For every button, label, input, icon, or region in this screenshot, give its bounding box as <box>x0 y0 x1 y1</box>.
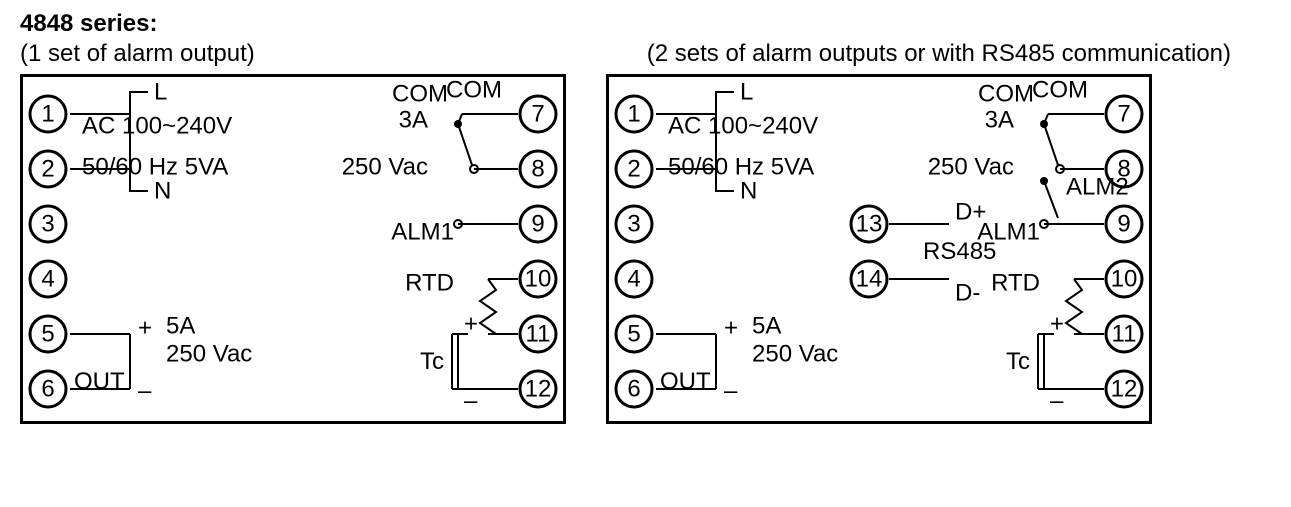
svg-text:2: 2 <box>627 156 640 183</box>
svg-text:250 Vac: 250 Vac <box>166 341 252 368</box>
svg-text:11: 11 <box>1112 321 1137 348</box>
svg-text:3: 3 <box>41 211 54 238</box>
svg-text:N: N <box>154 178 171 205</box>
svg-text:D+: D+ <box>955 199 986 226</box>
svg-text:9: 9 <box>1117 211 1130 238</box>
svg-text:–: – <box>724 378 738 405</box>
svg-text:3A: 3A <box>985 107 1014 134</box>
svg-text:3A: 3A <box>399 107 428 134</box>
svg-text:COM: COM <box>392 81 448 108</box>
svg-text:+: + <box>724 315 738 342</box>
svg-text:13: 13 <box>856 211 883 238</box>
wiring-panel-left: 123456789101112LNAC 100~240V50/60 Hz 5VA… <box>20 74 566 424</box>
svg-text:12: 12 <box>1111 376 1138 403</box>
svg-text:1: 1 <box>627 101 640 128</box>
svg-text:Tc: Tc <box>420 348 444 375</box>
svg-text:250 Vac: 250 Vac <box>342 154 428 181</box>
svg-text:9: 9 <box>531 211 544 238</box>
svg-text:–: – <box>1050 388 1064 415</box>
svg-text:RTD: RTD <box>991 270 1040 297</box>
svg-text:COM: COM <box>1032 77 1088 104</box>
svg-text:8: 8 <box>531 156 544 183</box>
svg-text:–: – <box>138 378 152 405</box>
svg-text:10: 10 <box>525 266 552 293</box>
svg-text:6: 6 <box>627 376 640 403</box>
svg-text:5A: 5A <box>752 313 781 340</box>
svg-text:50/60 Hz 5VA: 50/60 Hz 5VA <box>82 154 228 181</box>
svg-text:OUT: OUT <box>74 368 125 395</box>
svg-text:6: 6 <box>41 376 54 403</box>
svg-text:COM: COM <box>446 77 502 104</box>
svg-text:+: + <box>138 315 152 342</box>
svg-text:11: 11 <box>526 321 551 348</box>
svg-text:AC 100~240V: AC 100~240V <box>668 113 818 140</box>
panel-right: 123456789101112LNAC 100~240V50/60 Hz 5VA… <box>606 74 1152 424</box>
series-title: 4848 series: <box>20 10 1271 38</box>
svg-text:250 Vac: 250 Vac <box>752 341 838 368</box>
right-caption: (2 sets of alarm outputs or with RS485 c… <box>647 40 1231 68</box>
svg-text:3: 3 <box>627 211 640 238</box>
wiring-panel-right: 123456789101112LNAC 100~240V50/60 Hz 5VA… <box>606 74 1152 424</box>
svg-text:D-: D- <box>955 280 980 307</box>
svg-text:OUT: OUT <box>660 368 711 395</box>
svg-text:N: N <box>740 178 757 205</box>
svg-text:ALM2: ALM2 <box>1066 174 1129 201</box>
svg-text:ALM1: ALM1 <box>391 219 454 246</box>
svg-text:50/60 Hz 5VA: 50/60 Hz 5VA <box>668 154 814 181</box>
svg-text:14: 14 <box>856 266 883 293</box>
svg-text:RTD: RTD <box>405 270 454 297</box>
svg-text:RS485: RS485 <box>923 238 996 265</box>
svg-text:1: 1 <box>41 101 54 128</box>
svg-text:7: 7 <box>1117 101 1130 128</box>
left-caption: (1 set of alarm output) <box>20 40 255 68</box>
svg-text:7: 7 <box>531 101 544 128</box>
panel-left: 123456789101112LNAC 100~240V50/60 Hz 5VA… <box>20 74 566 424</box>
svg-text:L: L <box>740 79 753 106</box>
svg-text:250 Vac: 250 Vac <box>928 154 1014 181</box>
svg-text:AC 100~240V: AC 100~240V <box>82 113 232 140</box>
svg-text:12: 12 <box>525 376 552 403</box>
svg-text:4: 4 <box>627 266 640 293</box>
svg-text:5: 5 <box>41 321 54 348</box>
svg-text:L: L <box>154 79 167 106</box>
svg-text:10: 10 <box>1111 266 1138 293</box>
svg-text:2: 2 <box>41 156 54 183</box>
svg-text:5A: 5A <box>166 313 195 340</box>
svg-text:4: 4 <box>41 266 54 293</box>
svg-text:5: 5 <box>627 321 640 348</box>
svg-text:Tc: Tc <box>1006 348 1030 375</box>
svg-text:COM: COM <box>978 81 1034 108</box>
svg-text:+: + <box>464 311 478 338</box>
svg-text:+: + <box>1050 311 1064 338</box>
svg-text:–: – <box>464 388 478 415</box>
